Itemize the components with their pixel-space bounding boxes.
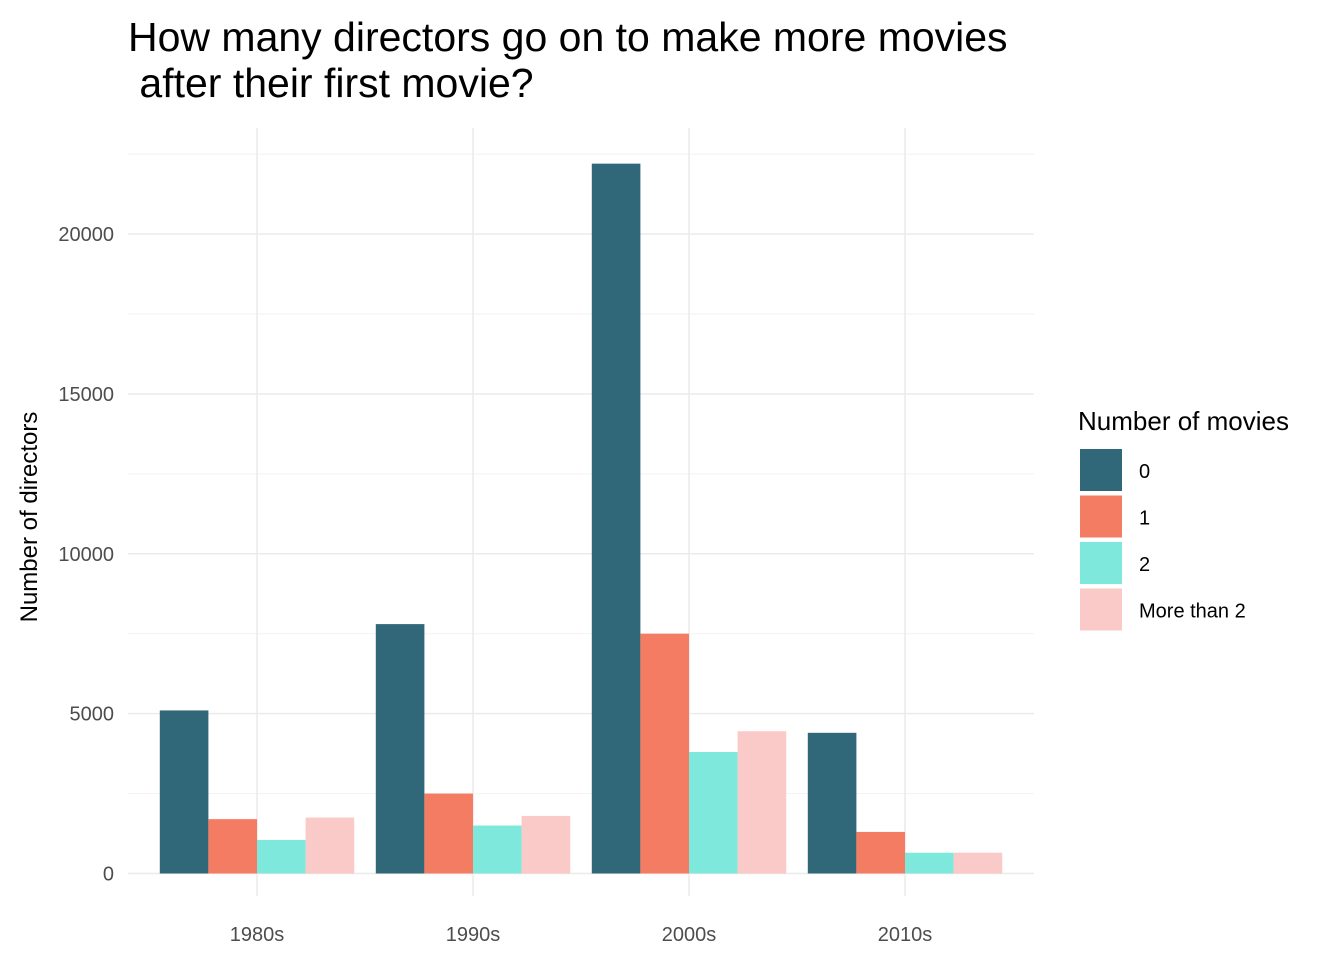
bar-2000s-series-3 (737, 731, 787, 874)
x-tick-label: 2000s (662, 924, 717, 946)
chart-title-line-1: How many directors go on to make more mo… (128, 14, 1008, 60)
legend-key-2 (1080, 542, 1122, 584)
grid-minor-lines (128, 153, 1034, 795)
legend-key-1 (1080, 495, 1122, 538)
bar-2010s-series-0 (807, 732, 857, 874)
y-axis-title: Number of directors (16, 412, 43, 623)
bar-2000s-series-0 (591, 163, 641, 874)
legend-label-3: More than 2 (1139, 601, 1246, 623)
y-tick-label: 10000 (58, 544, 114, 566)
legend-label-2: 2 (1139, 554, 1150, 576)
y-tick-label: 15000 (58, 384, 114, 406)
bar-1990s-series-2 (473, 825, 522, 874)
bar-1990s-series-1 (424, 793, 473, 874)
legend-key-0 (1080, 449, 1122, 491)
bar-2010s-series-2 (905, 852, 954, 874)
x-tick-label: 2010s (878, 924, 933, 946)
bar-2010s-series-1 (856, 831, 905, 874)
y-tick-label: 20000 (58, 224, 114, 246)
bar-2000s-series-2 (689, 751, 738, 874)
grid-major-lines (128, 128, 1034, 896)
chart-title-line-2: after their first movie? (128, 60, 534, 106)
chart-title: How many directors go on to make more mo… (128, 14, 1008, 106)
y-tick-label: 5000 (70, 704, 115, 726)
x-tick-label: 1990s (446, 924, 501, 946)
bar-1980s-series-2 (257, 839, 306, 874)
bar-1990s-series-0 (375, 624, 425, 874)
x-tick-labels: 1980s 1990s 2000s 2010s (230, 924, 933, 946)
bar-2000s-series-1 (640, 633, 689, 874)
bar-1990s-series-3 (521, 815, 571, 874)
bar-1980s-series-0 (159, 710, 209, 874)
y-tick-label: 0 (103, 864, 114, 886)
bars (159, 163, 1003, 874)
legend-title: Number of movies (1078, 406, 1289, 436)
y-tick-labels: 0 5000 10000 15000 20000 (58, 224, 114, 886)
bar-2010s-series-3 (953, 852, 1003, 874)
legend-label-1: 1 (1139, 508, 1150, 530)
legend-key-3 (1080, 588, 1122, 631)
legend: Number of movies 0 1 2 More than 2 (1078, 406, 1289, 631)
bar-1980s-series-3 (305, 817, 355, 874)
x-tick-label: 1980s (230, 924, 285, 946)
bar-1980s-series-1 (208, 819, 257, 874)
legend-label-0: 0 (1139, 461, 1150, 483)
